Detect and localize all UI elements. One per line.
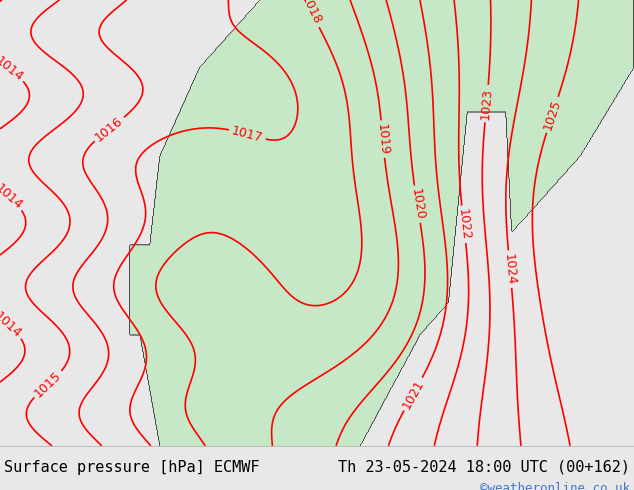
Text: 1025: 1025 bbox=[541, 98, 564, 132]
Text: 1014: 1014 bbox=[0, 54, 25, 84]
Text: 1022: 1022 bbox=[456, 208, 472, 241]
Text: Th 23-05-2024 18:00 UTC (00+162): Th 23-05-2024 18:00 UTC (00+162) bbox=[338, 460, 630, 475]
Text: 1017: 1017 bbox=[230, 124, 264, 145]
Text: 1018: 1018 bbox=[298, 0, 323, 27]
Text: 1014: 1014 bbox=[0, 182, 25, 213]
Text: 1015: 1015 bbox=[32, 368, 64, 400]
Text: Surface pressure [hPa] ECMWF: Surface pressure [hPa] ECMWF bbox=[4, 460, 259, 475]
Text: 1023: 1023 bbox=[479, 87, 495, 120]
Text: 1021: 1021 bbox=[400, 377, 427, 411]
Text: 1016: 1016 bbox=[93, 114, 126, 144]
Text: 1019: 1019 bbox=[375, 123, 391, 155]
Text: 1014: 1014 bbox=[0, 310, 24, 341]
Text: ©weatheronline.co.uk: ©weatheronline.co.uk bbox=[480, 482, 630, 490]
Text: 1024: 1024 bbox=[502, 253, 518, 286]
Text: 1020: 1020 bbox=[408, 188, 426, 221]
